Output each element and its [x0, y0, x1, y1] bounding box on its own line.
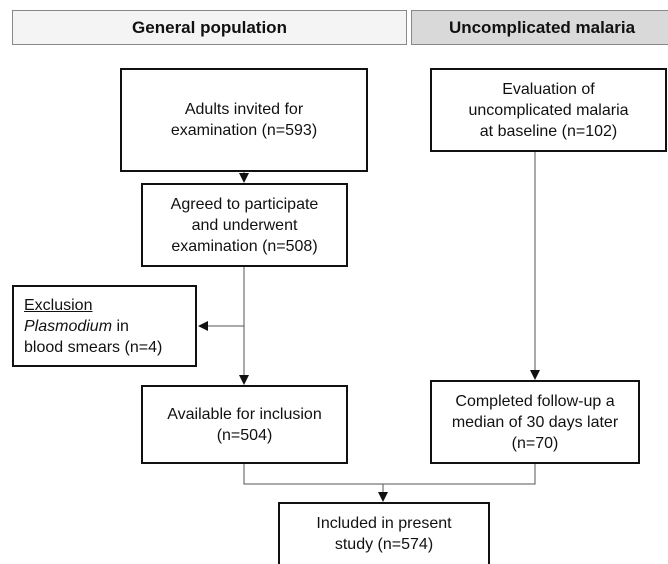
node: Adults invited for examination (n=593): [120, 68, 368, 172]
node: Evaluation of uncomplicated malaria at bas…: [430, 68, 667, 152]
heading: Exclusion: [24, 296, 93, 314]
text-line: Plasmodium in: [24, 316, 129, 337]
connector: [243, 464, 536, 485]
text-line: examination (n=593): [170, 122, 318, 139]
text-line: Exclusion: [24, 295, 92, 316]
text-line: examination (n=508): [171, 237, 318, 255]
text-line: median of 30 days later: [451, 413, 619, 431]
organism: Plasmodium: [24, 317, 113, 335]
text-line: Adults invited for: [184, 101, 304, 118]
text: in: [116, 317, 129, 335]
node: Included in present study (n=574): [278, 502, 490, 564]
node: Agreed to participate and underwent examin…: [141, 183, 348, 267]
text-line: blood smears (n=4): [24, 338, 163, 356]
header-right: Uncomplicated malaria: [411, 10, 668, 45]
text-line: at baseline (n=102): [479, 122, 618, 140]
exclusion-node: Exclusion Plasmodium in blood smears (n=…: [12, 285, 197, 367]
text-line: Included in present: [316, 515, 452, 532]
text-line: (n=504): [216, 426, 273, 444]
text-line: uncomplicated malaria: [468, 101, 629, 119]
node: Available for inclusion (n=504): [141, 385, 348, 464]
text-line: Agreed to participate: [170, 195, 319, 213]
text-line: Completed follow-up a: [455, 392, 615, 410]
text-line: and underwent: [191, 216, 298, 234]
header-left: General population: [12, 10, 407, 45]
text-line: Available for inclusion: [167, 405, 322, 423]
text-line: Evaluation of: [502, 80, 595, 98]
text-line: study (n=574): [334, 536, 434, 553]
node: Completed follow-up a median of 30 days l…: [430, 380, 640, 464]
text-line: (n=70): [511, 434, 559, 452]
